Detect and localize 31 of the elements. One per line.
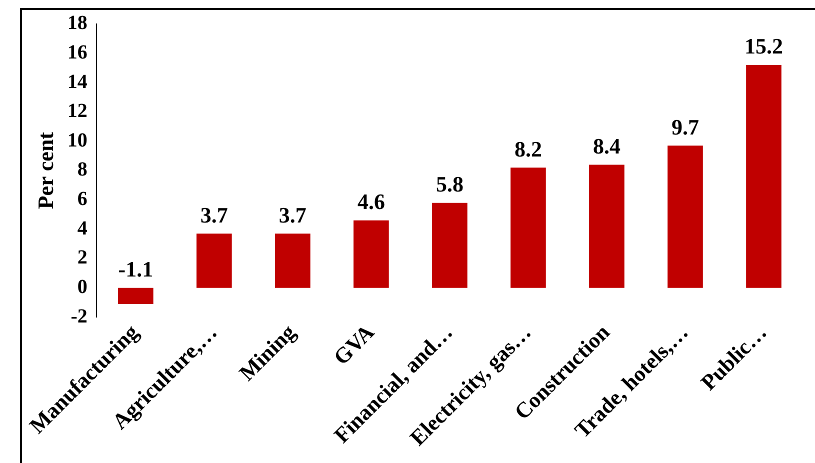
data-label: -1.1 <box>118 256 154 282</box>
y-tick-label: 8 <box>77 158 88 181</box>
y-tick-label: 2 <box>77 246 88 269</box>
y-tick-label: 10 <box>67 129 88 152</box>
data-label: 3.7 <box>200 202 228 228</box>
data-label: 8.4 <box>592 133 620 158</box>
bar <box>275 234 310 288</box>
x-tick-label: GVA <box>328 319 379 370</box>
y-tick-label: 4 <box>77 217 88 240</box>
bar <box>354 220 389 288</box>
y-tick-label: 6 <box>77 188 88 210</box>
data-label: 4.6 <box>357 189 385 214</box>
y-tick-label: 16 <box>67 41 88 64</box>
data-label: 8.2 <box>514 136 542 162</box>
data-label: 5.8 <box>436 172 464 197</box>
bar <box>668 146 703 288</box>
bar <box>118 288 154 304</box>
bar <box>196 234 232 288</box>
data-label: 3.7 <box>278 202 306 228</box>
data-label: 9.7 <box>671 114 699 140</box>
data-label: 15.2 <box>744 34 783 59</box>
y-tick-label: 0 <box>77 276 88 298</box>
bar <box>746 65 782 288</box>
y-tick-label: 18 <box>67 12 88 34</box>
y-tick-label: 12 <box>67 100 88 122</box>
y-tick-label: 14 <box>67 70 88 93</box>
bar <box>432 202 468 288</box>
y-axis-title: Per cent <box>32 131 58 210</box>
bar <box>589 164 624 288</box>
y-tick-label: -2 <box>70 305 88 328</box>
bar <box>510 168 546 288</box>
